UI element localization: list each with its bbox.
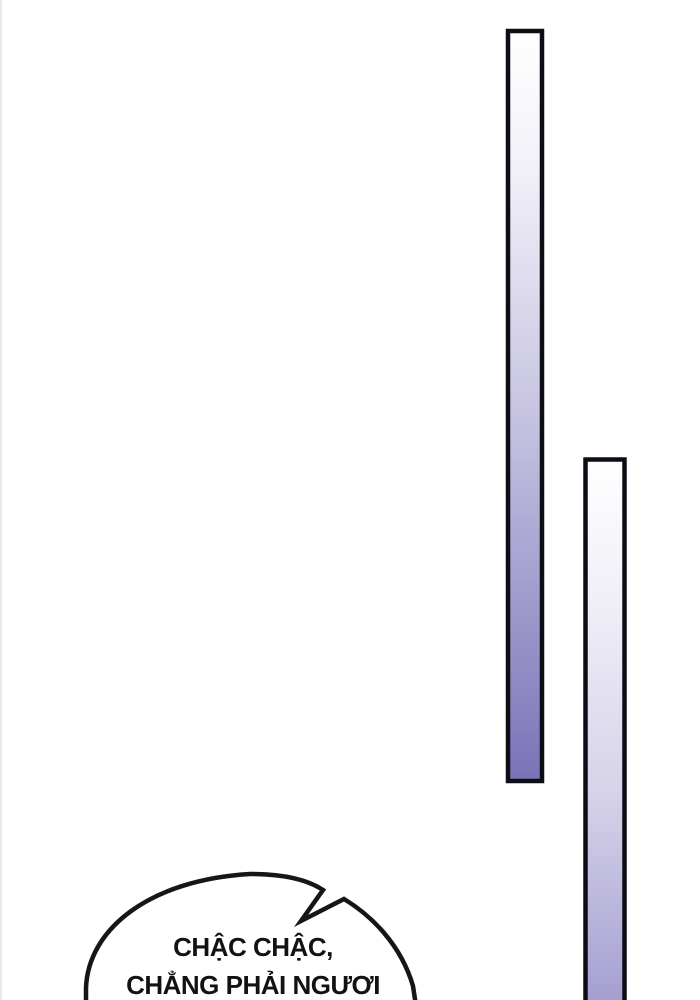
- gradient-bar-tall: [505, 28, 545, 784]
- speech-bubble-outline: [83, 871, 418, 1000]
- gradient-bar-short: [583, 457, 627, 1000]
- speech-line-2: CHẲNG PHẢI NGƯƠI: [126, 970, 380, 1000]
- speech-bubble-text: CHẬC CHẬC, CHẲNG PHẢI NGƯƠI: [90, 928, 416, 1000]
- speech-line-1: CHẬC CHẬC,: [173, 932, 333, 962]
- page-left-edge-artifact: [0, 0, 2, 1000]
